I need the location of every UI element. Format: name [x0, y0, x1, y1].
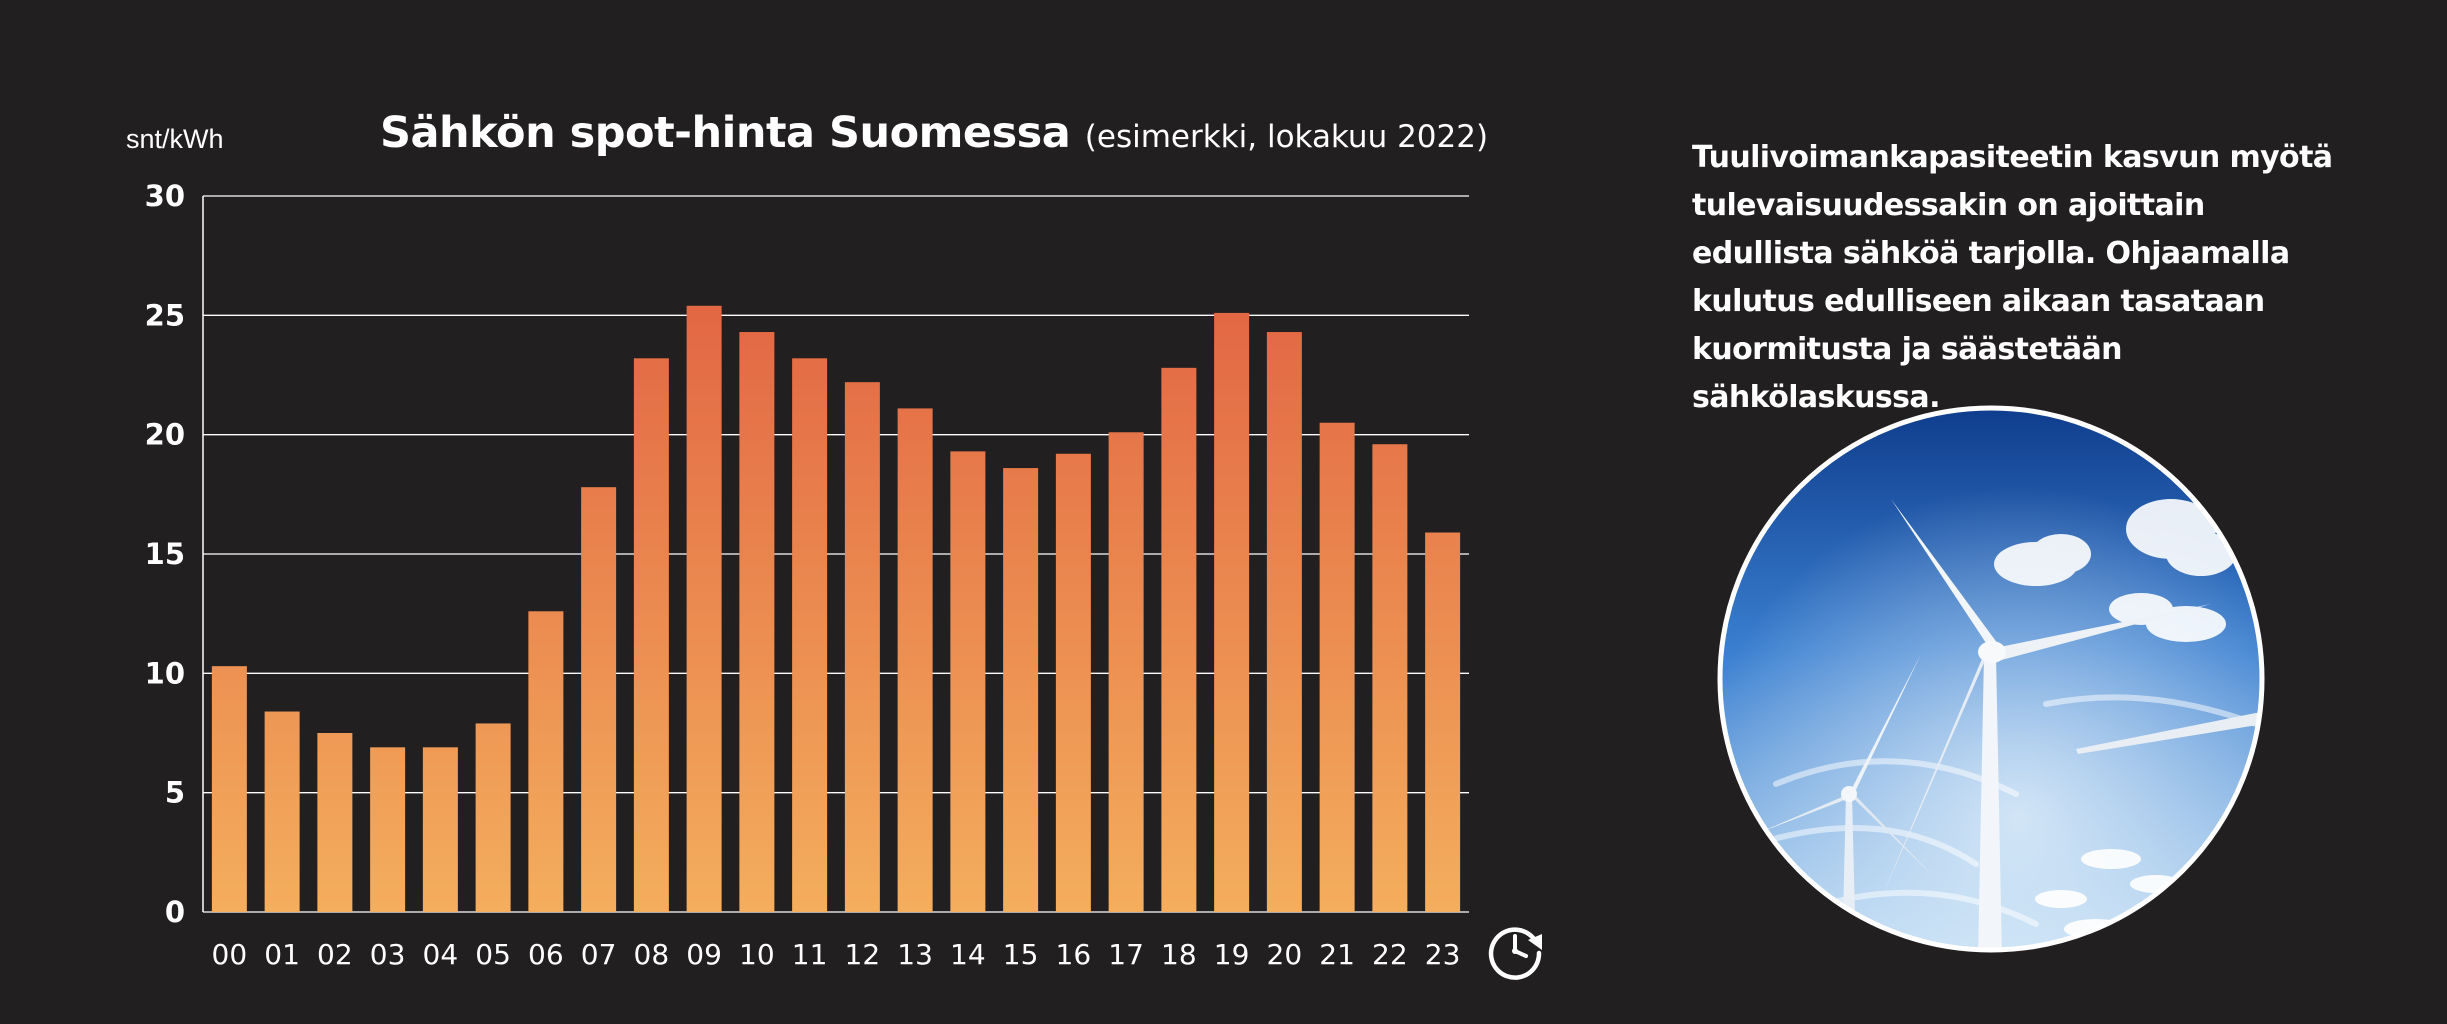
x-tick-label: 06 [528, 938, 564, 971]
bar [1108, 432, 1144, 912]
bar [581, 487, 617, 912]
x-tick-label: 22 [1372, 938, 1408, 971]
bar [1372, 444, 1408, 912]
y-tick-label: 15 [145, 537, 185, 571]
wind-turbine-photo [1717, 405, 2265, 953]
chart-title: Sähkön spot-hinta Suomessa (esimerkki, l… [380, 108, 1488, 158]
y-tick-label: 5 [165, 776, 185, 810]
info-text: Tuulivoimankapasiteetin kasvun myötä tul… [1692, 140, 2333, 415]
bar [1055, 453, 1091, 912]
bar [1266, 332, 1302, 912]
bar [1319, 422, 1355, 912]
y-tick-label: 20 [145, 418, 185, 452]
x-tick-label: 20 [1267, 938, 1303, 971]
x-tick-label: 23 [1425, 938, 1461, 971]
x-tick-label: 00 [212, 938, 248, 971]
bar [739, 332, 775, 912]
clock-refresh-icon [1488, 927, 1542, 980]
x-tick-label: 09 [686, 938, 722, 971]
bar [844, 382, 880, 912]
x-tick-label: 14 [950, 938, 986, 971]
x-tick-label: 02 [317, 938, 353, 971]
bar [1425, 532, 1461, 912]
bar [211, 666, 247, 912]
bar [317, 733, 353, 912]
bar [950, 451, 986, 912]
x-tick-label: 15 [1003, 938, 1039, 971]
x-tick-label: 07 [581, 938, 617, 971]
x-tick-label: 05 [475, 938, 511, 971]
bar [475, 723, 511, 912]
x-tick-label: 12 [845, 938, 881, 971]
x-tick-label: 03 [370, 938, 406, 971]
bar [633, 358, 669, 912]
bar [686, 305, 722, 913]
x-tick-label: 04 [423, 938, 459, 971]
bar [1161, 367, 1197, 913]
bar [264, 711, 300, 912]
x-tick-label: 10 [739, 938, 775, 971]
chart-title-main: Sähkön spot-hinta Suomessa [380, 108, 1071, 158]
y-tick-label: 0 [165, 895, 185, 929]
bar [422, 747, 458, 912]
y-tick-label: 25 [145, 298, 185, 332]
bar [370, 747, 406, 912]
y-tick-label: 10 [145, 656, 185, 690]
x-tick-label: 08 [634, 938, 670, 971]
bar [897, 408, 933, 912]
x-tick-label: 11 [792, 938, 828, 971]
y-tick-label: 30 [145, 179, 185, 213]
y-axis-unit-label: snt/kWh [126, 124, 224, 154]
x-tick-label: 13 [897, 938, 933, 971]
bar [1214, 312, 1250, 912]
x-tick-label: 01 [264, 938, 300, 971]
x-tick-label: 16 [1056, 938, 1092, 971]
x-tick-label: 18 [1161, 938, 1197, 971]
x-tick-label: 19 [1214, 938, 1250, 971]
x-tick-label: 21 [1319, 938, 1355, 971]
bar [792, 358, 828, 912]
chart-title-subtitle: (esimerkki, lokakuu 2022) [1084, 119, 1489, 155]
x-tick-label: 17 [1108, 938, 1144, 971]
bar [1003, 468, 1039, 912]
bar [528, 611, 564, 912]
